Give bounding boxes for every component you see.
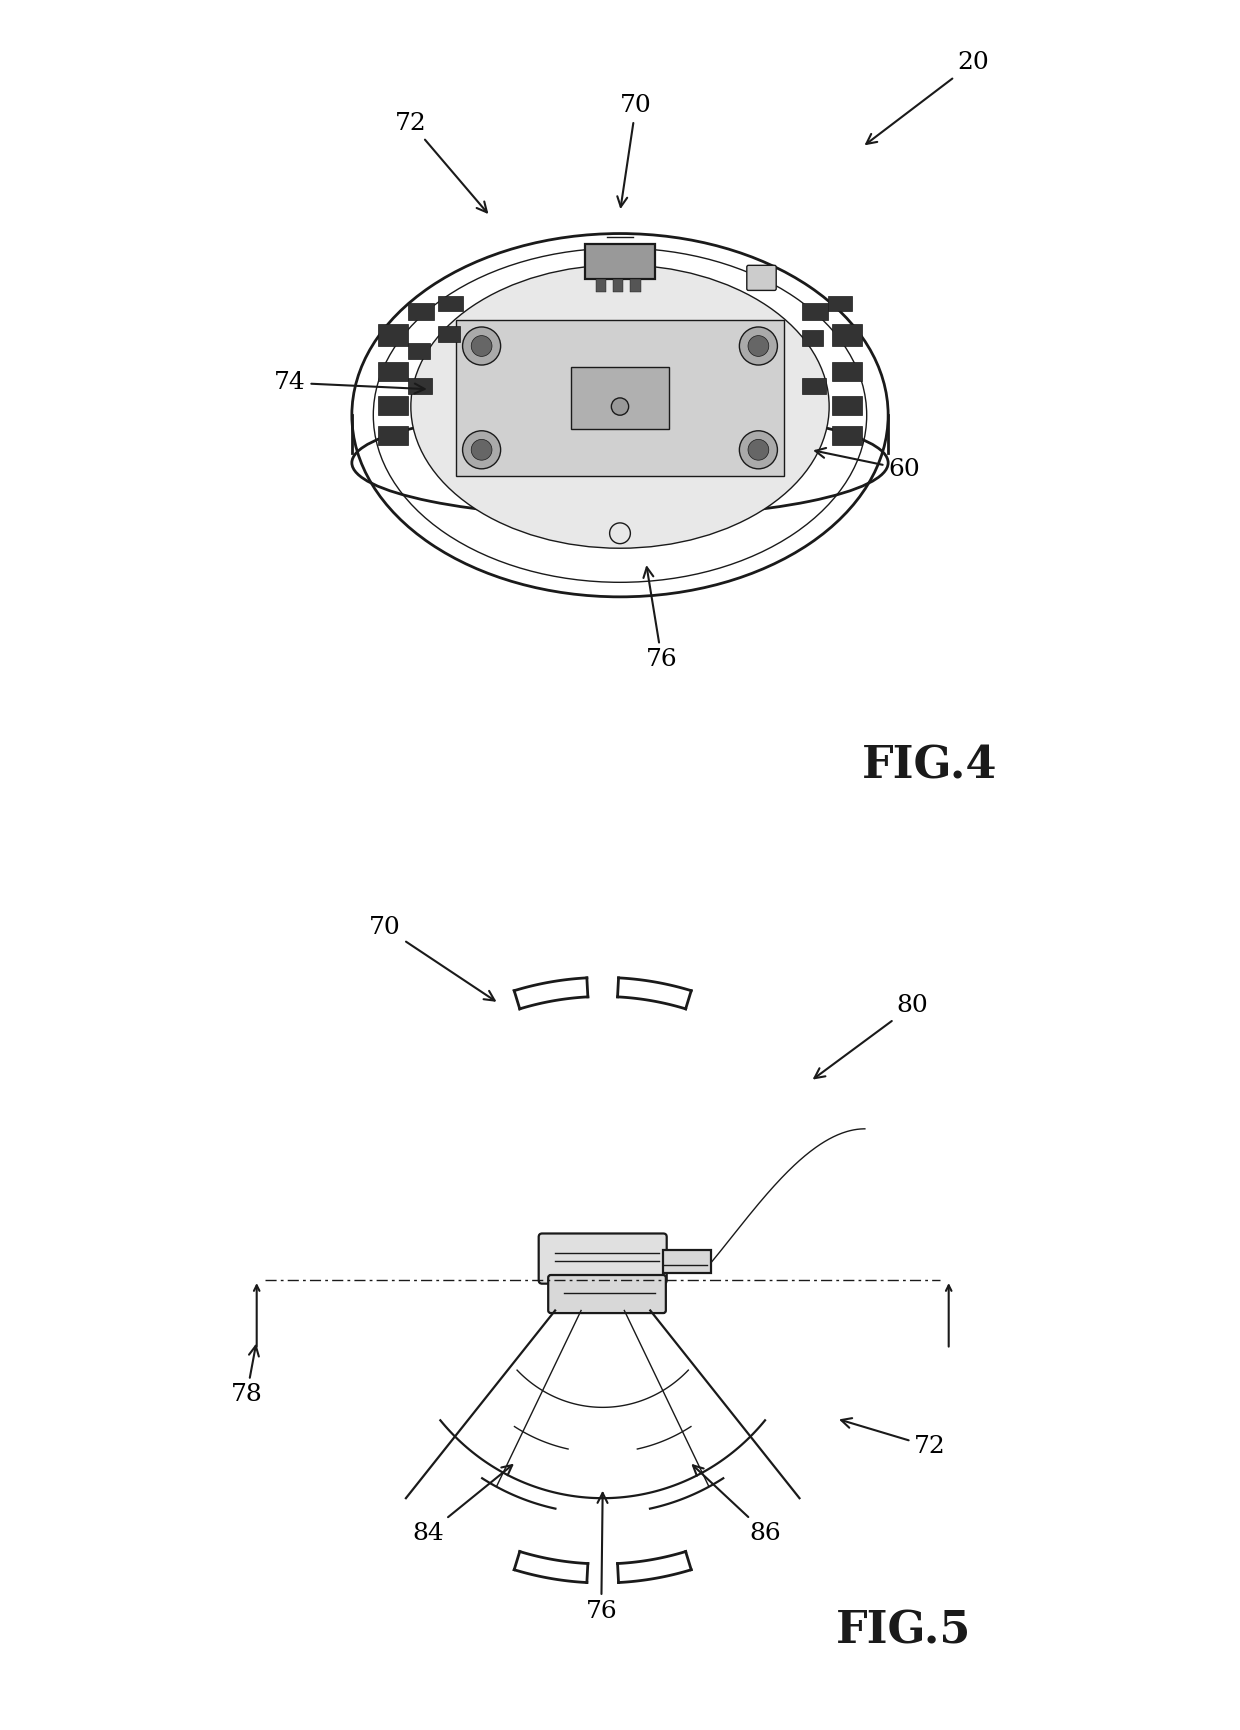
Bar	[408, 303, 434, 320]
Text: FIG.4: FIG.4	[862, 744, 998, 787]
Bar	[408, 379, 433, 393]
Bar	[439, 296, 463, 311]
Bar	[832, 325, 862, 346]
Bar	[630, 279, 641, 292]
Bar	[439, 327, 460, 343]
Circle shape	[748, 439, 769, 460]
Text: 70: 70	[370, 917, 495, 1000]
Bar	[378, 426, 408, 445]
Ellipse shape	[410, 265, 830, 548]
Bar	[801, 330, 823, 346]
Text: 74: 74	[274, 372, 424, 394]
Text: 20: 20	[867, 52, 990, 144]
Text: 72: 72	[396, 112, 487, 213]
Bar	[378, 396, 408, 415]
Bar	[613, 279, 624, 292]
Text: 86: 86	[693, 1465, 781, 1545]
Polygon shape	[663, 1249, 711, 1273]
Bar	[832, 362, 862, 381]
Circle shape	[748, 336, 769, 356]
Bar	[832, 426, 862, 445]
FancyBboxPatch shape	[548, 1275, 666, 1313]
Text: 76: 76	[644, 567, 678, 671]
Bar	[832, 396, 862, 415]
Circle shape	[463, 327, 501, 365]
Circle shape	[611, 398, 629, 415]
Text: 80: 80	[815, 995, 929, 1078]
Circle shape	[471, 439, 492, 460]
Bar	[595, 279, 606, 292]
Text: 84: 84	[413, 1465, 512, 1545]
Text: 70: 70	[618, 95, 652, 208]
Text: 78: 78	[231, 1346, 263, 1406]
Bar	[801, 379, 826, 393]
Bar	[408, 343, 430, 358]
Text: 60: 60	[815, 448, 920, 481]
FancyBboxPatch shape	[746, 265, 776, 291]
Bar	[827, 296, 852, 311]
Bar	[378, 325, 408, 346]
Bar	[455, 320, 785, 476]
FancyBboxPatch shape	[538, 1233, 667, 1284]
Bar	[801, 303, 827, 320]
Bar	[570, 367, 670, 429]
Circle shape	[739, 327, 777, 365]
Bar	[378, 362, 408, 381]
Text: 76: 76	[585, 1493, 618, 1623]
Circle shape	[471, 336, 492, 356]
Circle shape	[739, 431, 777, 469]
Text: 72: 72	[841, 1419, 946, 1458]
Bar	[585, 244, 655, 279]
Text: FIG.5: FIG.5	[836, 1609, 972, 1652]
Circle shape	[463, 431, 501, 469]
